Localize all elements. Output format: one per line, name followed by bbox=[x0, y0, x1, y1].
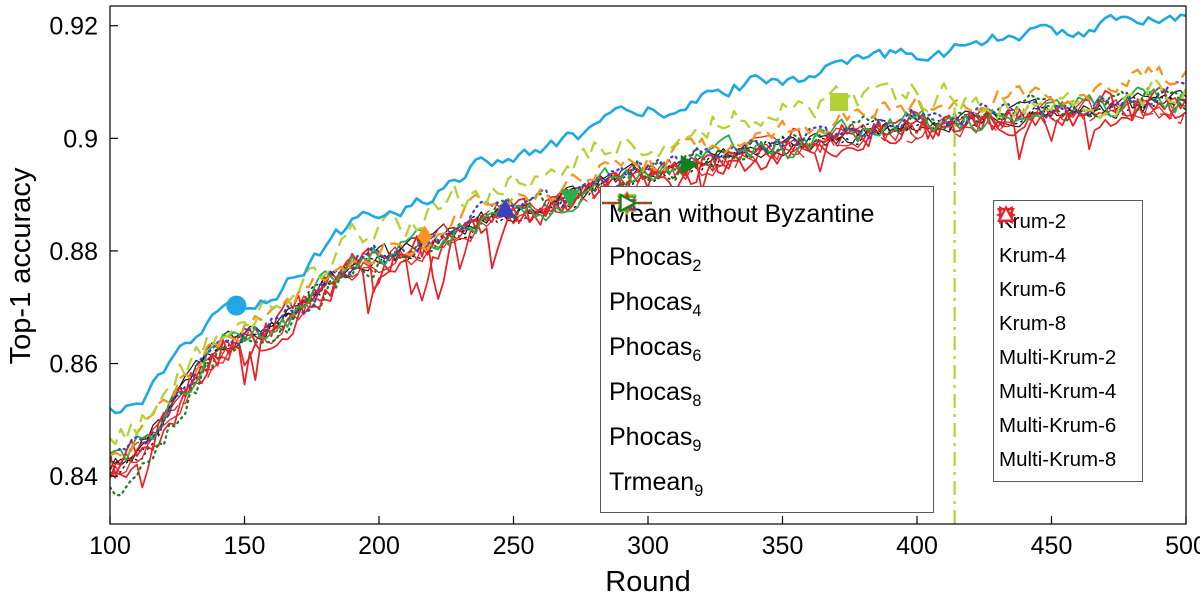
legend-main: Mean without Byzantine Phocas2 Phocas4 Phoc… bbox=[600, 186, 934, 513]
legend-label-phocas-6: Phocas6 bbox=[609, 333, 702, 365]
series-line-phocas-8 bbox=[110, 86, 1186, 462]
axis-ticks: 100 150 200 250 300 350 400 450 500 0.84 0.86 0.88 0… bbox=[49, 13, 1200, 560]
triangle-right-marker-trmean-9 bbox=[680, 155, 699, 175]
legend-entry-phocas-4: Phocas4 bbox=[602, 190, 925, 327]
legend-label-multi-krum-8: Multi-Krum-8 bbox=[999, 448, 1117, 471]
series-line-mean-without-byzantine bbox=[110, 13, 1186, 415]
legend-krum: Krum-2 Krum-4 Krum-6 Krum-8 Multi-Krum-2 Mult… bbox=[993, 200, 1143, 482]
legend-label-krum-4: Krum-4 bbox=[999, 244, 1067, 267]
x-tick-label: 500 bbox=[1165, 532, 1200, 560]
y-axis-label: Top-1 accuracy bbox=[5, 167, 37, 365]
x-tick-label: 100 bbox=[89, 532, 131, 560]
legend-label-krum-8: Krum-8 bbox=[999, 312, 1067, 335]
y-tick-label: 0.88 bbox=[49, 238, 98, 266]
x-tick-label: 350 bbox=[762, 532, 804, 560]
circle-marker-mean-without-byzantine bbox=[226, 295, 247, 316]
diamond-marker-phocas-4 bbox=[417, 225, 433, 249]
x-tick-label: 200 bbox=[358, 532, 400, 560]
legend-entry-multi-krum-4: Multi-Krum-4 bbox=[997, 208, 1137, 409]
legend-label-multi-krum-6: Multi-Krum-6 bbox=[999, 414, 1117, 437]
series-line-krum-8 bbox=[110, 94, 1186, 465]
series-line-phocas-6 bbox=[110, 81, 1186, 460]
legend-label-phocas-9: Phocas9 bbox=[609, 423, 702, 455]
legend-entry-phocas-6: Phocas6 bbox=[602, 192, 925, 372]
series-line-multi-krum-8 bbox=[110, 96, 1186, 478]
legend-entry-krum-4: Krum-4 bbox=[997, 208, 1137, 273]
triangle-up-marker-phocas-6 bbox=[495, 198, 516, 217]
x-axis-label: Round bbox=[605, 566, 691, 598]
triangle-up-icon bbox=[997, 205, 1015, 222]
series-line-phocas-2 bbox=[110, 76, 1186, 446]
legend-label-phocas-4: Phocas4 bbox=[609, 288, 702, 320]
y-tick-label: 0.92 bbox=[49, 13, 98, 41]
legend-label-trmean-9: Trmean9 bbox=[609, 468, 704, 500]
square-marker-phocas-2 bbox=[830, 93, 848, 111]
legend-entry-phocas-2: Phocas2 bbox=[602, 193, 925, 282]
legend-entry-multi-krum-2: Multi-Krum-2 bbox=[996, 206, 1137, 375]
triangle-right-icon bbox=[602, 193, 652, 213]
legend-entry-phocas-9: Phocas9 bbox=[602, 191, 925, 462]
x-tick-label: 450 bbox=[1031, 532, 1073, 560]
legend-label-krum-6: Krum-6 bbox=[999, 278, 1067, 301]
legend-label-phocas-8: Phocas8 bbox=[609, 378, 702, 410]
y-tick-label: 0.84 bbox=[49, 463, 98, 491]
legend-entry-phocas-8: Phocas8 bbox=[602, 195, 925, 417]
y-tick-label: 0.86 bbox=[49, 351, 98, 379]
x-tick-label: 400 bbox=[896, 532, 938, 560]
series-line-multi-krum-2 bbox=[110, 97, 1186, 489]
legend-label-mean-without-byzantine: Mean without Byzantine bbox=[609, 200, 875, 228]
legend-entry-multi-krum-6: Multi-Krum-6 bbox=[999, 206, 1137, 443]
y-tick-label: 0.9 bbox=[63, 125, 98, 153]
x-tick-label: 250 bbox=[493, 532, 535, 560]
legend-entry-krum-6: Krum-6 bbox=[999, 206, 1137, 307]
x-tick-label: 300 bbox=[627, 532, 669, 560]
legend-entry-mean-without-byzantine: Mean without Byzantine bbox=[602, 192, 925, 237]
legend-entry-trmean-9: Trmean9 bbox=[602, 193, 925, 507]
legend-label-krum-2: Krum-2 bbox=[999, 210, 1067, 233]
triangle-down-marker-phocas-8 bbox=[560, 189, 580, 208]
legend-entry-multi-krum-8: Multi-Krum-8 bbox=[997, 205, 1137, 477]
legend-label-phocas-2: Phocas2 bbox=[609, 243, 702, 275]
legend-entry-krum-2: Krum-2 bbox=[996, 205, 1137, 239]
legend-label-multi-krum-4: Multi-Krum-4 bbox=[999, 380, 1117, 403]
plot-area bbox=[110, 13, 1186, 524]
x-tick-label: 150 bbox=[224, 532, 266, 560]
legend-entry-krum-8: Krum-8 bbox=[997, 205, 1137, 341]
legend-label-multi-krum-2: Multi-Krum-2 bbox=[999, 346, 1117, 369]
